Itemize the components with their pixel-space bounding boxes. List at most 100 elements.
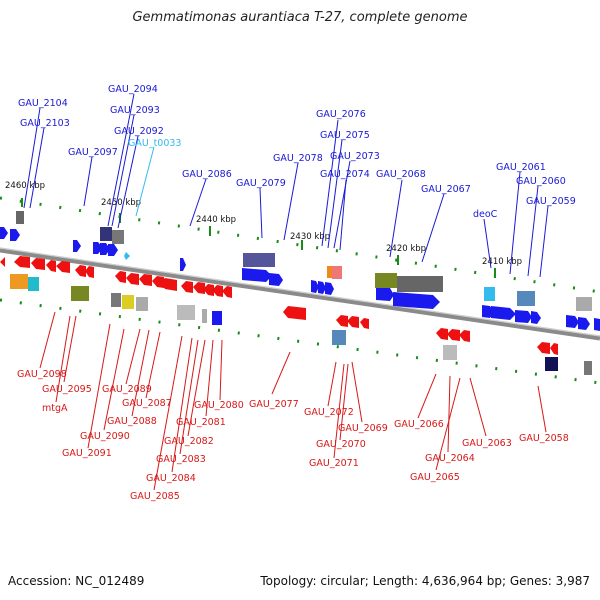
gene-label-forward[interactable]: GAU_2097 xyxy=(68,147,118,158)
feature-box[interactable] xyxy=(576,297,592,311)
gene-label-reverse[interactable]: GAU_2070 xyxy=(316,439,366,450)
feature-box[interactable] xyxy=(443,345,457,360)
reverse-gene-arrow[interactable] xyxy=(347,316,359,328)
feature-box[interactable] xyxy=(112,230,124,244)
reverse-gene-arrow[interactable] xyxy=(14,256,30,268)
gene-label-reverse[interactable]: GAU_2069 xyxy=(338,423,388,434)
gene-label-forward[interactable]: GAU_2060 xyxy=(516,176,566,187)
gene-label-reverse[interactable]: GAU_2066 xyxy=(394,419,444,430)
reverse-gene-arrow[interactable] xyxy=(283,306,306,320)
gene-label-reverse[interactable]: GAU_2065 xyxy=(410,472,460,483)
forward-gene-arrow[interactable] xyxy=(578,317,590,330)
forward-gene-arrow[interactable] xyxy=(311,280,319,293)
reverse-gene-arrow[interactable] xyxy=(0,257,5,267)
gene-label-reverse[interactable]: GAU_2090 xyxy=(80,431,130,442)
feature-box[interactable] xyxy=(212,311,222,325)
forward-gene-arrow[interactable] xyxy=(376,287,394,301)
reverse-gene-arrow[interactable] xyxy=(160,278,177,291)
gene-label-forward[interactable]: GAU_2074 xyxy=(320,169,370,180)
forward-gene-arrow[interactable] xyxy=(100,243,110,255)
gene-label-forward[interactable]: GAU_2094 xyxy=(108,84,158,95)
forward-gene-arrow[interactable] xyxy=(393,292,440,309)
feature-box[interactable] xyxy=(243,253,275,267)
gene-label-forward[interactable]: GAU_2086 xyxy=(182,169,232,180)
gene-label-reverse[interactable]: GAU_2064 xyxy=(425,453,475,464)
forward-gene-arrow[interactable] xyxy=(318,281,326,294)
gene-label-forward[interactable]: GAU_2068 xyxy=(376,169,426,180)
gene-label-forward[interactable]: deoC xyxy=(473,209,498,220)
feature-box[interactable] xyxy=(332,330,346,345)
gene-label-reverse[interactable]: GAU_2063 xyxy=(462,438,512,449)
gene-label-forward[interactable]: GAU_2079 xyxy=(236,178,286,189)
gene-label-reverse[interactable]: GAU_2072 xyxy=(304,407,354,418)
forward-gene-arrow[interactable] xyxy=(108,244,118,256)
forward-gene-arrow[interactable] xyxy=(325,282,334,295)
gene-label-reverse[interactable]: GAU_2091 xyxy=(62,448,112,459)
reverse-gene-arrow[interactable] xyxy=(203,284,214,296)
gene-label-reverse[interactable]: GAU_2087 xyxy=(122,398,172,409)
forward-gene-arrow[interactable] xyxy=(269,273,283,286)
gene-label-reverse[interactable]: GAU_2071 xyxy=(309,458,359,469)
feature-box[interactable] xyxy=(517,291,535,306)
feature-box[interactable] xyxy=(375,273,397,288)
reverse-gene-arrow[interactable] xyxy=(152,276,164,288)
gene-label-forward[interactable]: GAU_2076 xyxy=(316,109,366,120)
forward-gene-arrow[interactable] xyxy=(242,268,272,282)
gene-label-reverse[interactable]: GAU_2082 xyxy=(164,436,214,447)
feature-box[interactable] xyxy=(100,227,112,241)
reverse-gene-arrow[interactable] xyxy=(336,315,348,327)
feature-box[interactable] xyxy=(28,277,39,291)
gene-label-forward[interactable]: GAU_2078 xyxy=(273,153,323,164)
forward-gene-arrow[interactable] xyxy=(566,315,579,328)
forward-gene-arrow[interactable] xyxy=(180,258,186,271)
feature-box[interactable] xyxy=(545,357,558,371)
gene-label-reverse[interactable]: GAU_2085 xyxy=(130,491,180,502)
gene-label-trna[interactable]: GAU_t0033 xyxy=(128,138,181,149)
feature-box[interactable] xyxy=(16,211,24,224)
feature-box[interactable] xyxy=(327,266,332,278)
reverse-gene-arrow[interactable] xyxy=(193,282,205,294)
feature-box[interactable] xyxy=(177,305,195,320)
reverse-gene-arrow[interactable] xyxy=(447,329,460,341)
gene-label-reverse[interactable]: GAU_2088 xyxy=(107,416,157,427)
gene-label-forward[interactable]: GAU_2073 xyxy=(330,151,380,162)
gene-label-reverse[interactable]: GAU_2083 xyxy=(156,454,206,465)
gene-label-reverse[interactable]: GAU_2084 xyxy=(146,473,196,484)
gene-label-forward[interactable]: GAU_2067 xyxy=(421,184,471,195)
reverse-gene-arrow[interactable] xyxy=(212,285,223,297)
reverse-gene-arrow[interactable] xyxy=(436,328,448,340)
reverse-gene-arrow[interactable] xyxy=(537,342,550,354)
gene-label-reverse[interactable]: GAU_2080 xyxy=(194,400,244,411)
gene-label-forward[interactable]: GAU_2103 xyxy=(20,118,70,129)
reverse-gene-arrow[interactable] xyxy=(56,261,70,273)
forward-gene-arrow[interactable] xyxy=(515,310,532,323)
reverse-gene-arrow[interactable] xyxy=(139,274,152,286)
gene-label-reverse[interactable]: GAU_2098 xyxy=(17,369,67,380)
gene-label-reverse[interactable]: GAU_2077 xyxy=(249,399,299,410)
gene-label-reverse[interactable]: GAU_2081 xyxy=(176,417,226,428)
gene-label-forward[interactable]: GAU_2092 xyxy=(114,126,164,137)
feature-box[interactable] xyxy=(111,293,121,307)
gene-label-reverse[interactable]: mtgA xyxy=(42,403,68,414)
reverse-gene-arrow[interactable] xyxy=(75,265,86,277)
feature-box[interactable] xyxy=(71,286,89,301)
reverse-gene-arrow[interactable] xyxy=(46,260,56,272)
gene-label-forward[interactable]: GAU_2059 xyxy=(526,196,576,207)
feature-box[interactable] xyxy=(332,266,342,279)
forward-gene-arrow[interactable] xyxy=(73,240,81,252)
reverse-gene-arrow[interactable] xyxy=(126,273,139,285)
reverse-gene-arrow[interactable] xyxy=(360,318,369,329)
gene-label-forward[interactable]: GAU_2075 xyxy=(320,130,370,141)
forward-gene-arrow[interactable] xyxy=(491,306,516,320)
feature-box[interactable] xyxy=(397,276,443,292)
feature-box[interactable] xyxy=(10,274,28,289)
forward-gene-arrow[interactable] xyxy=(10,229,20,241)
forward-gene-arrow[interactable] xyxy=(531,311,541,324)
feature-box[interactable] xyxy=(136,297,148,311)
reverse-gene-arrow[interactable] xyxy=(550,343,558,355)
feature-box[interactable] xyxy=(584,361,592,375)
trna-marker[interactable] xyxy=(124,252,130,260)
gene-label-forward[interactable]: GAU_2104 xyxy=(18,98,68,109)
reverse-gene-arrow[interactable] xyxy=(31,258,45,270)
feature-box[interactable] xyxy=(484,287,495,301)
